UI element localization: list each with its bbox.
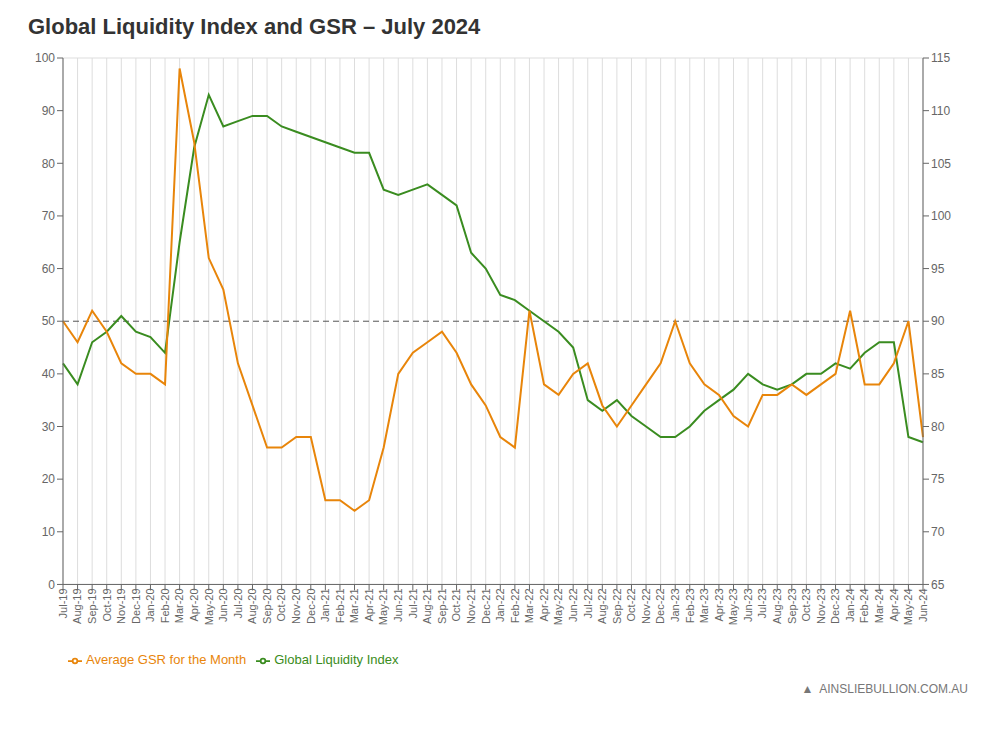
svg-text:85: 85 [931,367,945,381]
svg-text:Jul-22: Jul-22 [582,588,594,618]
svg-text:Mar-21: Mar-21 [348,588,360,623]
svg-text:Oct-22: Oct-22 [625,588,637,621]
svg-text:Sep-22: Sep-22 [611,588,623,623]
svg-text:Feb-20: Feb-20 [159,588,171,623]
svg-text:May-23: May-23 [727,588,739,625]
svg-text:Sep-20: Sep-20 [261,588,273,623]
svg-text:50: 50 [42,314,56,328]
svg-text:Jan-22: Jan-22 [494,588,506,622]
svg-text:Nov-23: Nov-23 [815,588,827,623]
svg-text:90: 90 [931,314,945,328]
svg-text:10: 10 [42,525,56,539]
svg-text:40: 40 [42,367,56,381]
svg-text:Jan-21: Jan-21 [319,588,331,622]
svg-text:Dec-23: Dec-23 [829,588,841,623]
svg-text:Mar-22: Mar-22 [523,588,535,623]
svg-text:30: 30 [42,420,56,434]
svg-text:105: 105 [931,157,951,171]
svg-text:Aug-20: Aug-20 [246,588,258,623]
svg-text:65: 65 [931,578,945,592]
svg-text:100: 100 [931,209,951,223]
svg-text:20: 20 [42,472,56,486]
svg-text:Jul-20: Jul-20 [232,588,244,618]
svg-text:75: 75 [931,472,945,486]
svg-text:Aug-23: Aug-23 [771,588,783,623]
html-text:Average GSR for the Month: Average GSR for the Month [86,652,247,668]
svg-text:Jan-23: Jan-23 [669,588,681,622]
svg-text:Jan-24: Jan-24 [844,588,856,622]
svg-text:Apr-23: Apr-23 [713,588,725,621]
svg-text:80: 80 [931,420,945,434]
html-text:Global Liquidity Index: Global Liquidity Index [274,652,399,668]
svg-text:Feb-22: Feb-22 [509,588,521,623]
svg-text:0: 0 [48,578,55,592]
svg-text:Jul-19: Jul-19 [57,588,69,618]
svg-text:Jul-23: Jul-23 [756,588,768,618]
svg-text:Feb-24: Feb-24 [859,588,871,623]
svg-text:Jul-21: Jul-21 [407,588,419,618]
svg-text:Jun-21: Jun-21 [392,588,404,622]
svg-text:115: 115 [931,51,950,65]
svg-text:100: 100 [35,51,55,65]
svg-text:May-21: May-21 [377,588,389,625]
svg-text:Jun-23: Jun-23 [742,588,754,622]
html-text:Global Liquidity Index and GSR: Global Liquidity Index and GSR – July 20… [28,14,481,39]
svg-text:Sep-21: Sep-21 [436,588,448,623]
svg-text:80: 80 [42,157,56,171]
svg-text:Dec-20: Dec-20 [305,588,317,623]
svg-text:Oct-20: Oct-20 [275,588,287,621]
svg-text:90: 90 [42,104,56,118]
svg-text:Aug-19: Aug-19 [71,588,83,623]
svg-text:Dec-21: Dec-21 [480,588,492,623]
svg-text:May-20: May-20 [203,588,215,625]
svg-text:Mar-23: Mar-23 [698,588,710,623]
svg-text:Aug-22: Aug-22 [596,588,608,623]
svg-text:Apr-22: Apr-22 [538,588,550,621]
svg-text:Jun-24: Jun-24 [917,588,929,622]
svg-text:Aug-21: Aug-21 [421,588,433,623]
svg-text:110: 110 [931,104,950,118]
svg-text:Apr-20: Apr-20 [188,588,200,621]
svg-text:Dec-22: Dec-22 [654,588,666,623]
svg-text:May-22: May-22 [552,588,564,625]
svg-text:May-24: May-24 [902,588,914,625]
svg-text:70: 70 [931,525,945,539]
svg-text:Oct-21: Oct-21 [450,588,462,621]
svg-text:60: 60 [42,262,56,276]
svg-text:Feb-21: Feb-21 [334,588,346,623]
svg-text:95: 95 [931,262,945,276]
svg-text:Apr-24: Apr-24 [888,588,900,621]
svg-text:Jan-20: Jan-20 [144,588,156,622]
svg-text:Mar-24: Mar-24 [873,588,885,623]
svg-text:Dec-19: Dec-19 [130,588,142,623]
svg-text:Nov-20: Nov-20 [290,588,302,623]
html-text:AINSLIEBULLION.COM.AU: AINSLIEBULLION.COM.AU [819,682,968,696]
svg-text:Mar-20: Mar-20 [173,588,185,623]
svg-text:70: 70 [42,209,56,223]
svg-text:Oct-23: Oct-23 [800,588,812,621]
svg-text:Nov-22: Nov-22 [640,588,652,623]
svg-text:Feb-23: Feb-23 [684,588,696,623]
svg-text:Jun-20: Jun-20 [217,588,229,622]
svg-text:Oct-19: Oct-19 [101,588,113,621]
svg-text:Sep-23: Sep-23 [786,588,798,623]
svg-text:Nov-21: Nov-21 [465,588,477,623]
svg-text:Nov-19: Nov-19 [115,588,127,623]
svg-text:Apr-21: Apr-21 [363,588,375,621]
svg-text:Sep-19: Sep-19 [86,588,98,623]
svg-text:Jun-22: Jun-22 [567,588,579,622]
